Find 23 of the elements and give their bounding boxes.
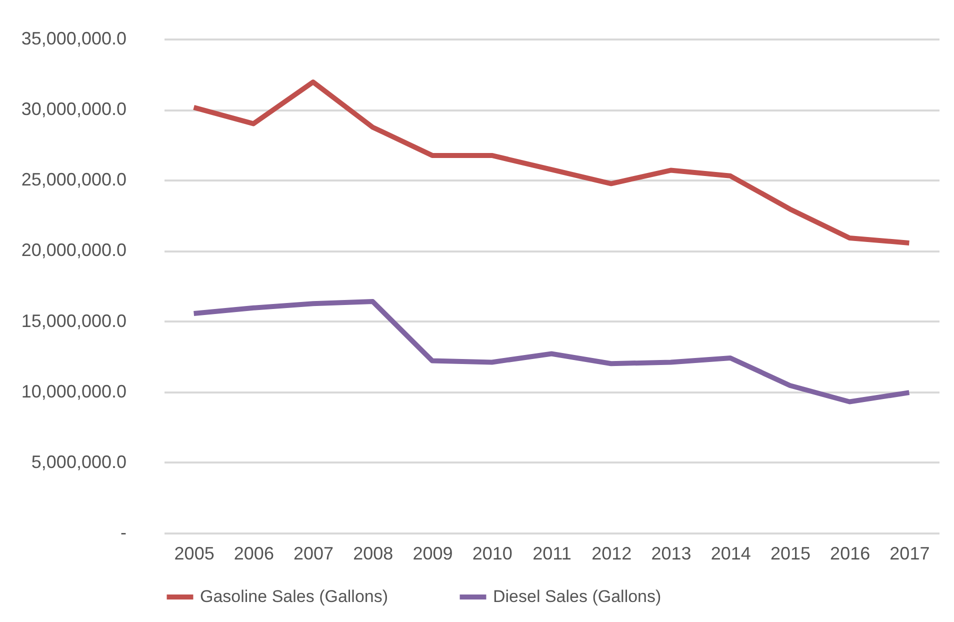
- y-tick-label: 5,000,000.0: [31, 452, 126, 472]
- x-tick-label: 2013: [651, 544, 692, 564]
- x-tick-label: 2007: [294, 544, 334, 564]
- x-tick-label: 2009: [412, 544, 453, 564]
- y-tick-label: 10,000,000.0: [21, 381, 126, 402]
- legend-label: Diesel Sales (Gallons): [493, 587, 662, 606]
- x-tick-label: 2010: [472, 544, 512, 564]
- x-tick-label: 2017: [890, 544, 930, 564]
- x-tick-label: 2005: [174, 544, 214, 564]
- x-tick-label: 2015: [770, 544, 810, 564]
- x-tick-label: 2006: [234, 544, 274, 564]
- y-tick-label: 15,000,000.0: [21, 310, 126, 331]
- y-tick-label: 20,000,000.0: [21, 240, 126, 260]
- y-tick-label: 25,000,000.0: [21, 170, 126, 190]
- y-tick-label: 30,000,000.0: [21, 99, 126, 120]
- x-tick-label: 2016: [830, 544, 870, 564]
- legend-label: Gasoline Sales (Gallons): [200, 587, 388, 606]
- x-tick-label: 2011: [532, 544, 572, 564]
- x-tick-label: 2012: [592, 544, 632, 564]
- y-tick-label: 35,000,000.0: [21, 28, 126, 48]
- y-tick-label: -: [120, 522, 126, 542]
- x-tick-label: 2008: [353, 544, 394, 564]
- x-tick-label: 2014: [710, 544, 751, 564]
